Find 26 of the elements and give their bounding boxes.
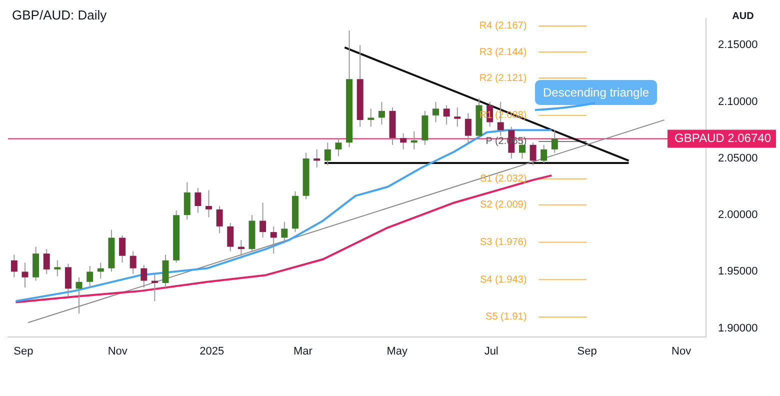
y-tick-label: 2.00000	[718, 209, 758, 222]
ref-line-label: S5 (1.91)	[486, 312, 527, 323]
ref-line-label: S4 (1.943)	[480, 274, 527, 286]
ref-line-label: R3 (2.144)	[479, 46, 527, 58]
x-tick-label: Nov	[108, 345, 128, 358]
y-tick-label: 2.15000	[718, 39, 758, 52]
ref-line-label: S3 (1.976)	[480, 236, 527, 248]
ref-line-label: GBPAUD 2.06740	[674, 131, 772, 146]
y-tick-label: 2.10000	[718, 96, 758, 108]
chart-title: GBP/AUD: Daily	[12, 8, 108, 23]
y-tick-label: 1.95000	[718, 266, 758, 278]
x-tick-label: 2025	[200, 345, 224, 358]
y-tick-label: 1.90000	[718, 322, 758, 334]
y-tick-label: 2.05000	[718, 152, 758, 164]
ref-line-label: S2 (2.009)	[480, 200, 527, 211]
x-tick-label: Mar	[293, 345, 313, 358]
ref-line-label: S1 (2.032)	[480, 174, 527, 185]
x-tick-label: May	[386, 345, 408, 358]
ref-line-label: R2 (2.121)	[479, 72, 527, 84]
ref-line-label: R4 (2.167)	[479, 20, 527, 32]
x-tick-label: Sep	[577, 345, 597, 358]
annotation: Descending triangle	[543, 85, 650, 100]
x-tick-label: Sep	[14, 345, 34, 358]
x-tick-label: Nov	[672, 345, 692, 358]
x-tick-label: Jul	[484, 345, 498, 358]
y-axis-title: AUD	[732, 10, 754, 22]
